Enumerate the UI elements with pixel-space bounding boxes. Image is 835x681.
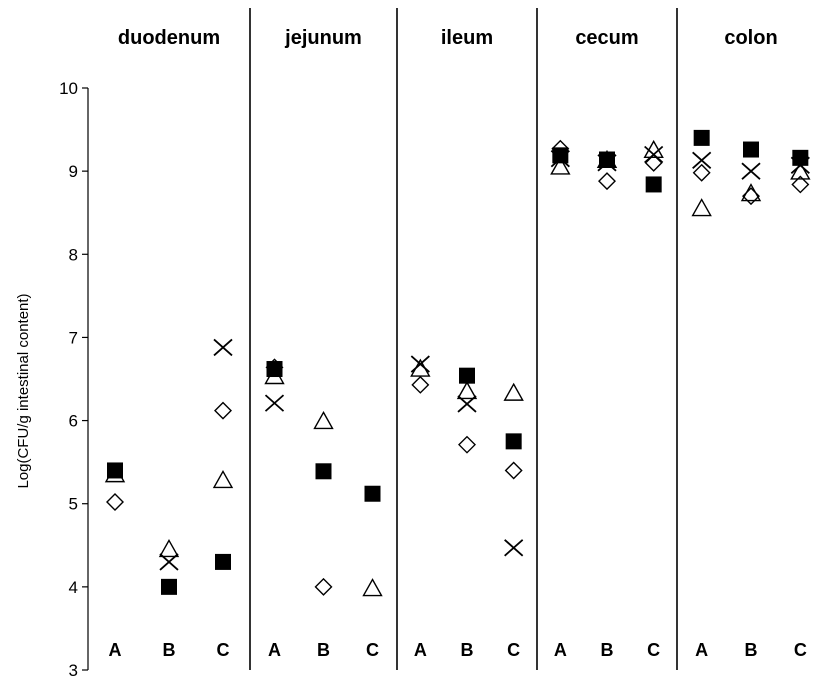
category-label: A (554, 640, 567, 660)
duodenum-C-diamond-point (214, 401, 232, 420)
panel-title-cecum: cecum (575, 27, 638, 49)
colon-B-square-point (743, 141, 759, 158)
y-tick-label: 4 (69, 578, 78, 597)
cecum-B-diamond-point (598, 172, 616, 191)
category-label: C (366, 640, 379, 660)
colon-C-diamond-point (791, 175, 810, 194)
cecum-A-square-point (552, 147, 569, 164)
category-label: B (461, 640, 474, 660)
colon-B-diamond-point (742, 187, 760, 206)
ileum-C-cross-point (504, 539, 524, 557)
colon-B-cross-point (741, 162, 761, 180)
colon-B-triangle-point (740, 183, 762, 202)
panel-title-ileum: ileum (441, 27, 493, 49)
duodenum-B-triangle-point (158, 539, 180, 558)
category-label: B (745, 640, 758, 660)
ileum-C-diamond-point (504, 461, 523, 480)
jejunum-A-cross-point (264, 394, 285, 412)
ileum-B-square-point (459, 367, 475, 384)
duodenum-B-square-point (161, 578, 177, 595)
category-label: B (601, 640, 614, 660)
category-label: B (317, 640, 330, 660)
jejunum-C-triangle-point (362, 578, 383, 597)
ileum-A-diamond-point (411, 375, 430, 394)
jejunum-B-triangle-point (313, 410, 334, 430)
cecum-B-square-point (599, 151, 615, 168)
duodenum-C-triangle-point (212, 470, 234, 489)
y-axis-label: Log(CFU/g intestinal content) (15, 293, 32, 488)
panel-title-colon: colon (724, 27, 777, 49)
jejunum-C-square-point (364, 485, 381, 502)
y-tick-label: 10 (59, 79, 78, 98)
category-label: A (695, 640, 708, 660)
category-label: B (163, 640, 176, 660)
ileum-A-cross-point (410, 355, 430, 373)
category-label: A (109, 640, 122, 660)
cecum-C-cross-point (644, 145, 664, 164)
ileum-C-square-point (505, 433, 522, 450)
duodenum-B-cross-point (159, 553, 179, 571)
duodenum-C-square-point (215, 553, 231, 570)
colon-A-triangle-point (691, 198, 712, 217)
colon-C-square-point (792, 149, 809, 166)
ileum-A-triangle-point (410, 358, 431, 377)
jejunum-A-square-point (266, 361, 283, 378)
jejunum-B-square-point (315, 463, 332, 480)
category-label: C (794, 640, 807, 660)
colon-A-cross-point (692, 151, 712, 170)
ileum-C-triangle-point (503, 382, 524, 401)
colon-C-triangle-point (790, 161, 811, 180)
category-label: C (507, 640, 520, 660)
jejunum-B-diamond-point (314, 577, 333, 596)
cecum-A-triangle-point (550, 156, 571, 175)
colon-A-diamond-point (692, 163, 711, 182)
panel-title-jejunum: jejunum (284, 27, 362, 49)
duodenum-A-diamond-point (106, 493, 124, 512)
y-tick-label: 6 (69, 412, 78, 431)
duodenum-C-cross-point (213, 338, 233, 357)
y-tick-label: 8 (69, 245, 78, 264)
cecum-C-square-point (645, 176, 662, 193)
category-label: A (268, 640, 281, 660)
y-tick-label: 9 (69, 162, 78, 181)
panel-title-duodenum: duodenum (118, 27, 220, 49)
category-label: C (647, 640, 660, 660)
y-tick-label: 5 (69, 495, 78, 514)
y-tick-label: 7 (69, 328, 78, 347)
ileum-B-triangle-point (456, 381, 478, 400)
y-tick-label: 3 (69, 661, 78, 676)
ileum-B-diamond-point (458, 435, 476, 454)
duodenum-A-square-point (107, 462, 123, 479)
colon-A-square-point (693, 129, 710, 146)
category-label: A (414, 640, 427, 660)
ileum-B-cross-point (457, 395, 477, 413)
category-label: C (217, 640, 230, 660)
